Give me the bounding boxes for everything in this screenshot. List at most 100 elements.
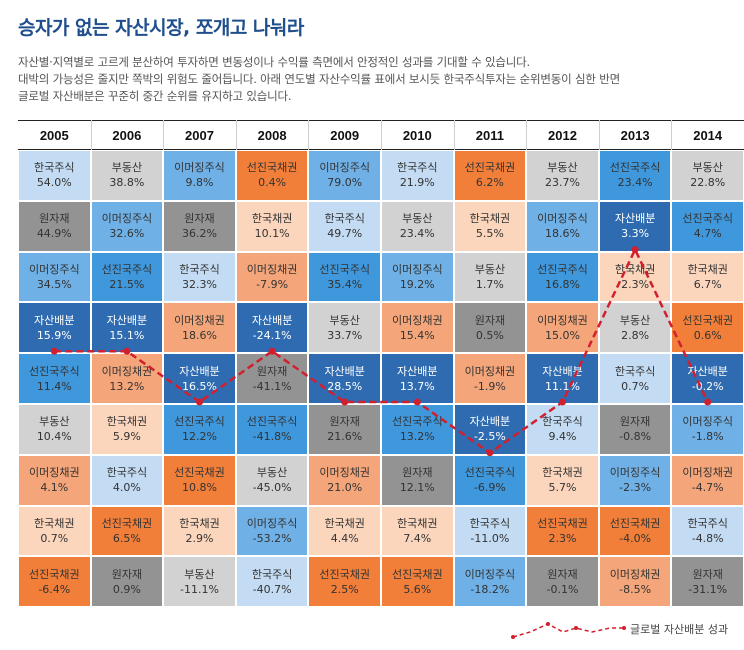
table-cell: 한국주식 0.7% [598,353,672,404]
asset-return: 11.4% [36,379,72,393]
asset-name: 부동산 [474,262,506,276]
table-cell: 자산배분 -2.5% [453,404,527,455]
asset-name: 이머징채권 [28,466,80,480]
asset-name: 부동산 [619,313,651,327]
asset-name: 부동산 [39,415,70,429]
asset-return: -41.8% [252,430,292,444]
table-cell: 한국채권 5.9% [90,404,164,455]
legend-point-0 [511,635,515,639]
asset-return: 79.0% [327,176,363,190]
asset-return: -1.8% [691,430,724,444]
asset-name: 선진국주식 [319,262,370,276]
asset-name: 이머징주식 [537,212,588,226]
asset-return: 2.3% [621,277,650,291]
asset-name: 한국주식 [687,516,728,530]
asset-name: 선진국주식 [682,212,733,226]
asset-name: 선진국주식 [101,262,153,276]
table-cell: 자산배분 15.9% [18,302,91,354]
asset-return: 32.3% [182,277,217,291]
asset-return: -2.3% [619,481,652,495]
asset-name: 한국채권 [324,516,365,530]
table-cell: 부동산 38.8% [90,150,164,201]
table-cell: 이머징채권 15.4% [381,302,454,354]
asset-return: 5.9% [112,430,141,444]
asset-name: 선진국주식 [174,415,225,429]
asset-name: 원자재 [402,466,433,480]
asset-return: -7.9% [256,277,289,291]
asset-return: 0.9% [112,582,141,596]
table-cell: 선진국주식 13.2% [381,404,454,455]
asset-return: 13.7% [399,379,435,393]
asset-return: 15.0% [545,328,580,342]
table-cell: 원자재 36.2% [163,200,236,252]
asset-name: 한국채권 [687,262,728,276]
legend-label: 글로벌 자산배분 성과 [630,623,729,636]
asset-name: 한국주식 [397,161,438,175]
asset-name: 부동산 [184,567,215,581]
table-cell: 이머징주식 -18.2% [453,556,527,608]
asset-return: 19.2% [399,277,435,291]
asset-return-table: 2005 2006 2007 2008 2009 2010 2011 2012 2013 2014… [18,120,744,608]
table-cell: 자산배분 28.5% [308,353,381,404]
table-cell: 선진국주식 4.7% [671,200,744,252]
asset-return: 21.5% [109,277,145,291]
table-cell: 한국채권 7.4% [381,505,454,557]
asset-name: 원자재 [329,415,360,429]
asset-name: 자산배분 [614,212,656,226]
asset-return: 44.9% [36,227,72,241]
table-cell: 원자재 -41.1% [235,353,309,404]
asset-return: 2.9% [185,531,214,545]
asset-return: -18.2% [470,582,510,596]
asset-name: 한국채권 [251,212,293,226]
asset-name: 자산배분 [687,364,728,378]
asset-name: 부동산 [547,161,578,175]
table-cell: 한국채권 5.5% [453,200,527,252]
asset-return: 0.7% [40,531,69,545]
table-cell: 원자재 0.5% [453,302,527,354]
asset-name: 한국주식 [106,466,148,480]
asset-name: 한국채권 [614,262,656,276]
table-cell: 선진국채권 2.5% [308,556,381,608]
asset-name: 부동산 [402,212,433,226]
table-cell: 선진국채권 10.8% [163,454,236,506]
table-cell: 선진국주식 16.8% [526,251,599,303]
table-cell: 선진국주식 21.5% [90,251,164,303]
asset-return: -45.0% [252,481,292,495]
table-cell: 한국채권 5.7% [526,454,599,506]
asset-name: 한국주식 [614,364,656,378]
table-cell: 선진국채권 6.5% [90,505,164,557]
table-cell: 한국주식 -11.0% [453,505,527,557]
asset-name: 이머징채권 [609,567,661,581]
asset-return: 5.6% [403,582,432,596]
year-header-2006: 2006 [90,120,164,150]
asset-name: 자산배분 [106,313,148,327]
table-cell: 이머징주식 79.0% [308,150,381,201]
table-cell: 이머징주식 32.6% [90,200,164,252]
asset-name: 이머징주식 [28,262,80,276]
table-cell: 부동산 -11.1% [163,556,236,608]
asset-return: -41.1% [252,379,292,393]
table-cell: 부동산 1.7% [453,251,527,303]
asset-return: 18.6% [545,227,580,241]
asset-name: 한국채권 [397,516,438,530]
table-cell: 이머징주식 9.8% [163,150,236,201]
asset-return: -53.2% [252,531,292,545]
asset-return: 22.8% [690,176,726,190]
table-cell: 원자재 44.9% [18,200,91,252]
asset-return: 6.5% [112,531,141,545]
asset-return: -4.8% [691,531,724,545]
table-cell: 한국채권 6.7% [671,251,744,303]
asset-return: -11.0% [470,531,510,545]
table-cell: 한국주식 -40.7% [235,556,309,608]
asset-return: -8.5% [619,582,652,596]
asset-return: 0.4% [258,176,287,190]
asset-return: -24.1% [252,328,292,342]
asset-name: 이머징주식 [464,567,516,581]
table-cell: 이머징주식 34.5% [18,251,91,303]
asset-name: 자산배분 [469,415,511,429]
asset-name: 원자재 [184,212,215,226]
table-cell: 한국채권 0.7% [18,505,91,557]
asset-return: 36.2% [182,227,217,241]
table-cell: 부동산 33.7% [308,302,381,354]
asset-name: 자산배분 [34,313,75,327]
